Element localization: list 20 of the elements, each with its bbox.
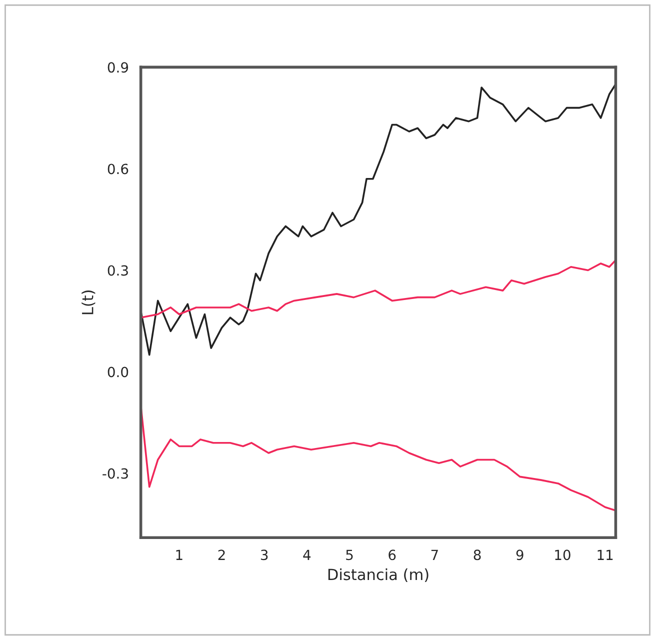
x-tick-label: 9 [516, 550, 524, 560]
y-tick-label: 0.9 [108, 62, 128, 73]
y-axis-title: L(t) [82, 290, 96, 314]
y-tick-label: 0.0 [108, 366, 128, 378]
x-tick-label: 8 [474, 550, 481, 560]
line-series [140, 259, 616, 319]
x-tick-label: 4 [303, 550, 311, 560]
y-tick-label: 0.3 [108, 265, 128, 276]
x-tick-label: 10 [555, 550, 570, 560]
x-tick-label: 3 [260, 550, 268, 560]
x-tick-label: 7 [431, 550, 438, 560]
line-series [140, 83, 616, 356]
x-tick-label: 5 [346, 550, 353, 560]
x-tick-label: 2 [218, 550, 225, 560]
y-tick-label: 0.6 [108, 164, 128, 174]
y-tick-label: -0.3 [102, 468, 128, 479]
x-axis-title: Distancia (m) [328, 568, 428, 582]
x-tick-label: 11 [598, 550, 613, 560]
x-tick-label: 1 [176, 550, 182, 560]
x-tick-label: 6 [388, 550, 396, 560]
